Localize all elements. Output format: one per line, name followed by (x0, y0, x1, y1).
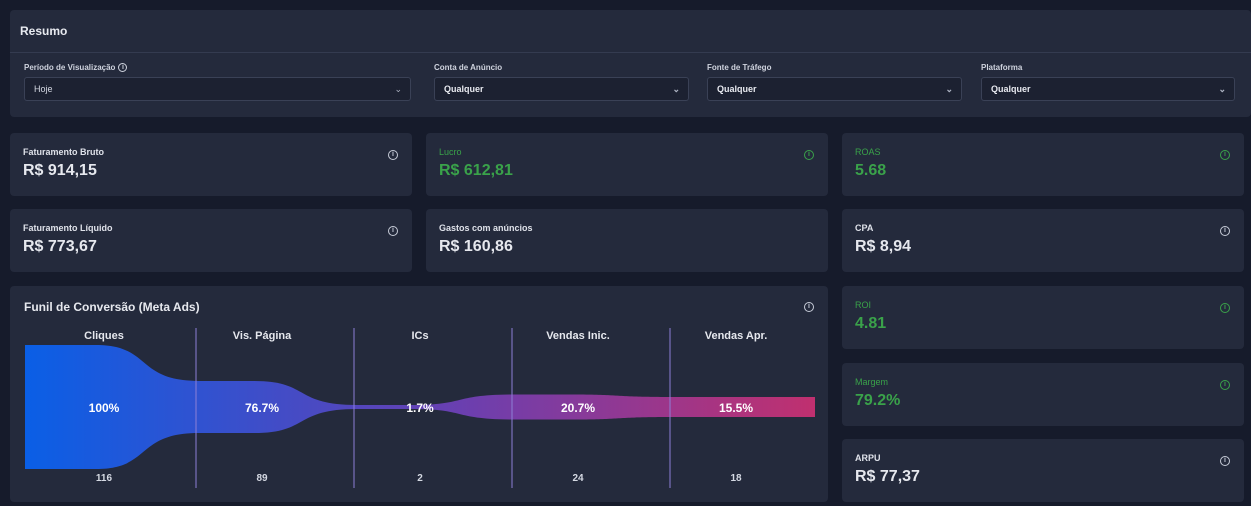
traffic-source-filter-label: Fonte de Tráfego (707, 63, 772, 72)
info-icon[interactable]: i (388, 226, 398, 236)
funnel-stage-count: 89 (256, 473, 268, 484)
funnel-title: Funil de Conversão (Meta Ads) (24, 300, 200, 314)
info-icon[interactable]: i (118, 63, 128, 72)
chevron-down-icon: ⌄ (672, 84, 680, 94)
funnel-stage-count: 2 (417, 473, 423, 484)
funnel-stage-label: ICs (411, 330, 428, 342)
roi-card: ROI 4.81 i (842, 286, 1244, 349)
funnel-stage-label: Cliques (84, 330, 124, 342)
funnel-stage-percent: 100% (89, 401, 120, 415)
info-icon[interactable]: i (804, 150, 814, 160)
chevron-down-icon: ⌄ (394, 84, 402, 94)
traffic-source-select[interactable]: Qualquer ⌄ (707, 77, 962, 101)
period-select[interactable]: Hoje ⌄ (24, 77, 411, 101)
cpa-card: CPA R$ 8,94 i (842, 209, 1244, 272)
platform-filter-label: Plataforma (981, 63, 1023, 72)
funnel-stage-percent: 1.7% (406, 401, 434, 415)
summary-title: Resumo (20, 24, 68, 38)
funnel-stage-count: 24 (572, 473, 584, 484)
summary-divider (10, 52, 1251, 53)
funnel-stage-label: Vendas Inic. (546, 330, 610, 342)
info-icon[interactable]: i (1220, 380, 1230, 390)
platform-select[interactable]: Qualquer ⌄ (981, 77, 1235, 101)
funnel-stage-percent: 20.7% (561, 401, 595, 415)
profit-card: Lucro R$ 612,81 i (426, 133, 828, 196)
period-filter-label: Período de Visualização i (24, 63, 128, 72)
funnel-shape (25, 345, 815, 469)
info-icon[interactable]: i (1220, 226, 1230, 236)
info-icon[interactable]: i (804, 302, 814, 312)
summary-filter-panel: Resumo Período de Visualização i Hoje ⌄ … (10, 10, 1251, 117)
conversion-funnel-panel: Cliques 100% 116 Vis. Página 76.7% 89 ICs 1.7% 2… (10, 286, 828, 502)
arpu-card: ARPU R$ 77,37 i (842, 439, 1244, 502)
gross-revenue-card: Faturamento Bruto R$ 914,15 i (10, 133, 412, 196)
ad-account-filter-label: Conta de Anúncio (434, 63, 503, 72)
funnel-stage-label: Vendas Apr. (705, 330, 768, 342)
roas-card: ROAS 5.68 i (842, 133, 1244, 196)
info-icon[interactable]: i (1220, 303, 1230, 313)
info-icon[interactable]: i (388, 150, 398, 160)
info-icon[interactable]: i (1220, 150, 1230, 160)
info-icon[interactable]: i (1220, 456, 1230, 466)
funnel-stage-percent: 76.7% (245, 401, 279, 415)
funnel-stage-percent: 15.5% (719, 401, 753, 415)
ad-account-select[interactable]: Qualquer ⌄ (434, 77, 689, 101)
net-revenue-card: Faturamento Líquido R$ 773,67 i (10, 209, 412, 272)
funnel-stage-count: 116 (96, 473, 113, 484)
chevron-down-icon: ⌄ (945, 84, 953, 94)
chevron-down-icon: ⌄ (1218, 84, 1226, 94)
funnel-stage-label: Vis. Página (233, 330, 292, 342)
margin-card: Margem 79.2% i (842, 363, 1244, 426)
funnel-stage-count: 18 (730, 473, 742, 484)
ad-spend-card: Gastos com anúncios R$ 160,86 (426, 209, 828, 272)
funnel-chart: Cliques 100% 116 Vis. Página 76.7% 89 ICs 1.7% 2… (25, 328, 815, 488)
